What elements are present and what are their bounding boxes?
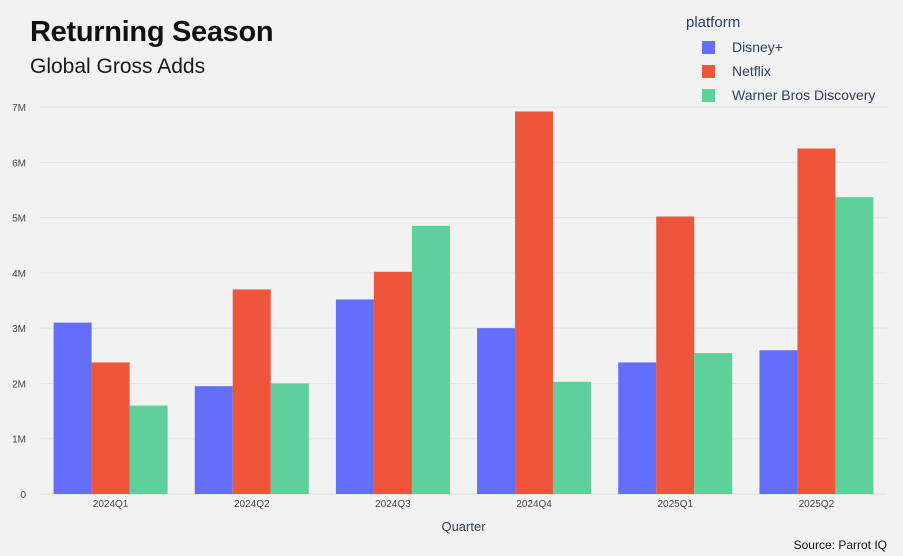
bar-netflix-2024q1 <box>91 362 130 494</box>
bar-netflix-2025q2 <box>797 148 836 494</box>
legend-swatch-wbd <box>702 88 715 102</box>
y-tick-label: 3M <box>12 324 26 335</box>
bar-disney--2024q3 <box>335 299 374 494</box>
legend-label-netflix: Netflix <box>732 63 771 79</box>
grid-layer <box>40 106 887 495</box>
bar-warner-bros-discovery-2024q3 <box>411 225 450 494</box>
source-note: Source: Parrot IQ <box>793 538 887 552</box>
y-tick-label: 4M <box>12 269 26 280</box>
bar-warner-bros-discovery-2024q4 <box>553 381 592 494</box>
x-tick-label: 2024Q3 <box>375 499 411 510</box>
legend-item-netflix[interactable]: Netflix <box>686 59 875 83</box>
bar-netflix-2024q2 <box>232 289 271 494</box>
legend-label-wbd: Warner Bros Discovery <box>732 87 876 103</box>
bars-layer <box>53 111 874 495</box>
x-tick-label: 2024Q4 <box>516 499 552 510</box>
y-tick-label: 7M <box>12 103 26 114</box>
y-tick-label: 5M <box>12 214 26 225</box>
x-tick-label: 2024Q2 <box>234 499 270 510</box>
legend-swatch-netflix <box>702 64 715 78</box>
legend-swatch-disney <box>702 40 715 54</box>
bar-warner-bros-discovery-2024q1 <box>129 405 168 494</box>
bar-warner-bros-discovery-2025q1 <box>694 353 733 494</box>
bar-warner-bros-discovery-2024q2 <box>270 383 309 494</box>
y-tick-label: 0 <box>20 490 26 501</box>
chart-title: Returning Season <box>30 16 274 48</box>
legend-item-disney[interactable]: Disney+ <box>686 35 875 59</box>
bar-disney--2025q2 <box>759 350 798 494</box>
bar-disney--2024q2 <box>194 386 233 494</box>
legend-label-disney: Disney+ <box>732 39 783 55</box>
x-tick-label: 2024Q1 <box>93 499 129 510</box>
x-tick-label: 2025Q2 <box>799 499 835 510</box>
bar-disney--2025q1 <box>618 362 657 494</box>
bar-warner-bros-discovery-2025q2 <box>835 197 874 495</box>
bar-disney--2024q4 <box>477 328 516 494</box>
x-tick-label: 2025Q1 <box>657 499 693 510</box>
chart-subtitle: Global Gross Adds <box>30 55 206 78</box>
bar-netflix-2024q4 <box>515 111 554 494</box>
y-tick-label: 6M <box>12 158 26 169</box>
legend-item-wbd[interactable]: Warner Bros Discovery <box>686 83 875 107</box>
x-axis-label: Quarter <box>441 519 486 534</box>
bar-netflix-2025q1 <box>656 216 695 494</box>
legend: platform Disney+ Netflix Warner Bros Dis… <box>686 14 875 107</box>
bar-disney--2024q1 <box>53 322 92 494</box>
legend-title: platform <box>686 14 741 31</box>
bar-netflix-2024q3 <box>373 271 412 494</box>
y-tick-label: 2M <box>12 379 26 390</box>
y-tick-label: 1M <box>12 435 26 446</box>
axis-layer: 0 1M 2M 3M 4M 5M 6M 7M 2024Q1 2024Q2 2024Q3 2024Q4 2… <box>12 103 835 534</box>
